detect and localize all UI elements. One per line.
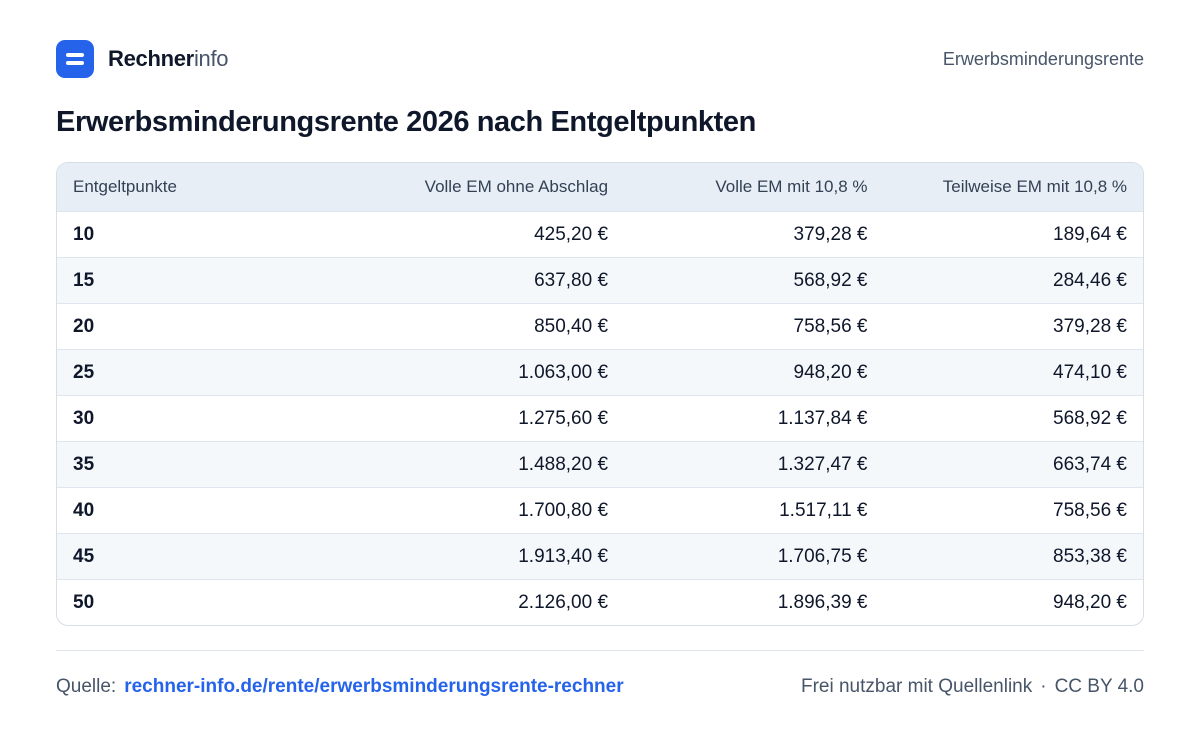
brand-name: Rechnerinfo [108, 46, 229, 72]
data-table: Entgeltpunkte Volle EM ohne Abschlag Volle… [56, 162, 1144, 626]
amount-cell: 948,20 € [883, 579, 1143, 625]
amount-cell: 1.488,20 € [287, 441, 625, 488]
entgeltpunkte-cell: 50 [57, 579, 288, 625]
entgeltpunkte-cell: 30 [57, 395, 288, 442]
amount-cell: 379,28 € [624, 211, 884, 258]
amount-cell: 1.327,47 € [624, 441, 884, 488]
amount-cell: 758,56 € [883, 487, 1143, 534]
amount-cell: 758,56 € [624, 303, 884, 350]
page-title: Erwerbsminderungsrente 2026 nach Entgelt… [56, 106, 756, 138]
table-row: 40 1.700,80 €1.517,11 €758,56 € [57, 487, 1143, 534]
amount-cell: 1.275,60 € [287, 395, 625, 442]
table-row: 20 850,40 €758,56 €379,28 € [57, 303, 1143, 350]
amount-cell: 1.137,84 € [624, 395, 884, 442]
amount-cell: 284,46 € [883, 257, 1143, 304]
amount-cell: 853,38 € [883, 533, 1143, 580]
entgeltpunkte-cell: 25 [57, 349, 288, 396]
license-text: Frei nutzbar mit Quellenlink [800, 676, 1033, 697]
amount-cell: 2.126,00 € [287, 579, 625, 625]
brand-name-strong: Rechner [108, 46, 194, 71]
header: Rechnerinfo Erwerbsminderungsrente [56, 40, 1144, 78]
column-header: Volle EM ohne Abschlag [287, 163, 625, 212]
brand-name-light: info [193, 46, 229, 71]
table-header-row: Entgeltpunkte Volle EM ohne Abschlag Volle… [57, 163, 1143, 212]
table-row: 30 1.275,60 €1.137,84 €568,92 € [57, 395, 1143, 442]
entgeltpunkte-cell: 15 [57, 257, 288, 304]
amount-cell: 1.063,00 € [287, 349, 625, 396]
amount-cell: 850,40 € [287, 303, 625, 350]
amount-cell: 568,92 € [624, 257, 884, 304]
license-name: CC BY 4.0 [1054, 676, 1144, 697]
table-row: 35 1.488,20 €1.327,47 €663,74 € [57, 441, 1143, 488]
entgeltpunkte-cell: 10 [57, 211, 288, 258]
footer-divider [56, 650, 1144, 651]
separator-dot: · [1040, 676, 1047, 697]
amount-cell: 379,28 € [883, 303, 1143, 350]
amount-cell: 474,10 € [883, 349, 1143, 396]
page-label: Erwerbsminderungsrente [942, 48, 1144, 69]
license-info: Frei nutzbar mit Quellenlink · CC BY 4.0 [801, 676, 1144, 698]
source: Quelle: rechner-info.de/rente/erwerbsmind… [56, 676, 624, 698]
table-row: 10 425,20 €379,28 €189,64 € [57, 211, 1143, 258]
table-row: 25 1.063,00 €948,20 €474,10 € [57, 349, 1143, 396]
table-row: 45 1.913,40 €1.706,75 €853,38 € [57, 533, 1143, 580]
amount-cell: 663,74 € [883, 441, 1143, 488]
amount-cell: 1.700,80 € [287, 487, 625, 534]
entgeltpunkte-cell: 35 [57, 441, 288, 488]
entgeltpunkte-cell: 40 [57, 487, 288, 534]
footer: Quelle: rechner-info.de/rente/erwerbsmind… [56, 676, 1144, 698]
amount-cell: 1.913,40 € [287, 533, 625, 580]
amount-cell: 568,92 € [883, 395, 1143, 442]
entgeltpunkte-cell: 20 [57, 303, 288, 350]
amount-cell: 637,80 € [287, 257, 625, 304]
source-link[interactable]: rechner-info.de/rente/erwerbsminderungsr… [124, 676, 624, 697]
source-label: Quelle: [56, 676, 117, 697]
table-row: 50 2.126,00 €1.896,39 €948,20 € [57, 579, 1143, 625]
amount-cell: 425,20 € [287, 211, 625, 258]
amount-cell: 948,20 € [624, 349, 884, 396]
column-header: Entgeltpunkte [57, 163, 288, 212]
entgeltpunkte-cell: 45 [57, 533, 288, 580]
column-header: Volle EM mit 10,8 % [624, 163, 884, 212]
brand-logo[interactable]: Rechnerinfo [56, 40, 229, 78]
amount-cell: 1.517,11 € [624, 487, 884, 534]
equals-icon [56, 40, 94, 78]
amount-cell: 1.896,39 € [624, 579, 884, 625]
column-header: Teilweise EM mit 10,8 % [883, 163, 1143, 212]
table-row: 15 637,80 €568,92 €284,46 € [57, 257, 1143, 304]
amount-cell: 189,64 € [883, 211, 1143, 258]
amount-cell: 1.706,75 € [624, 533, 884, 580]
